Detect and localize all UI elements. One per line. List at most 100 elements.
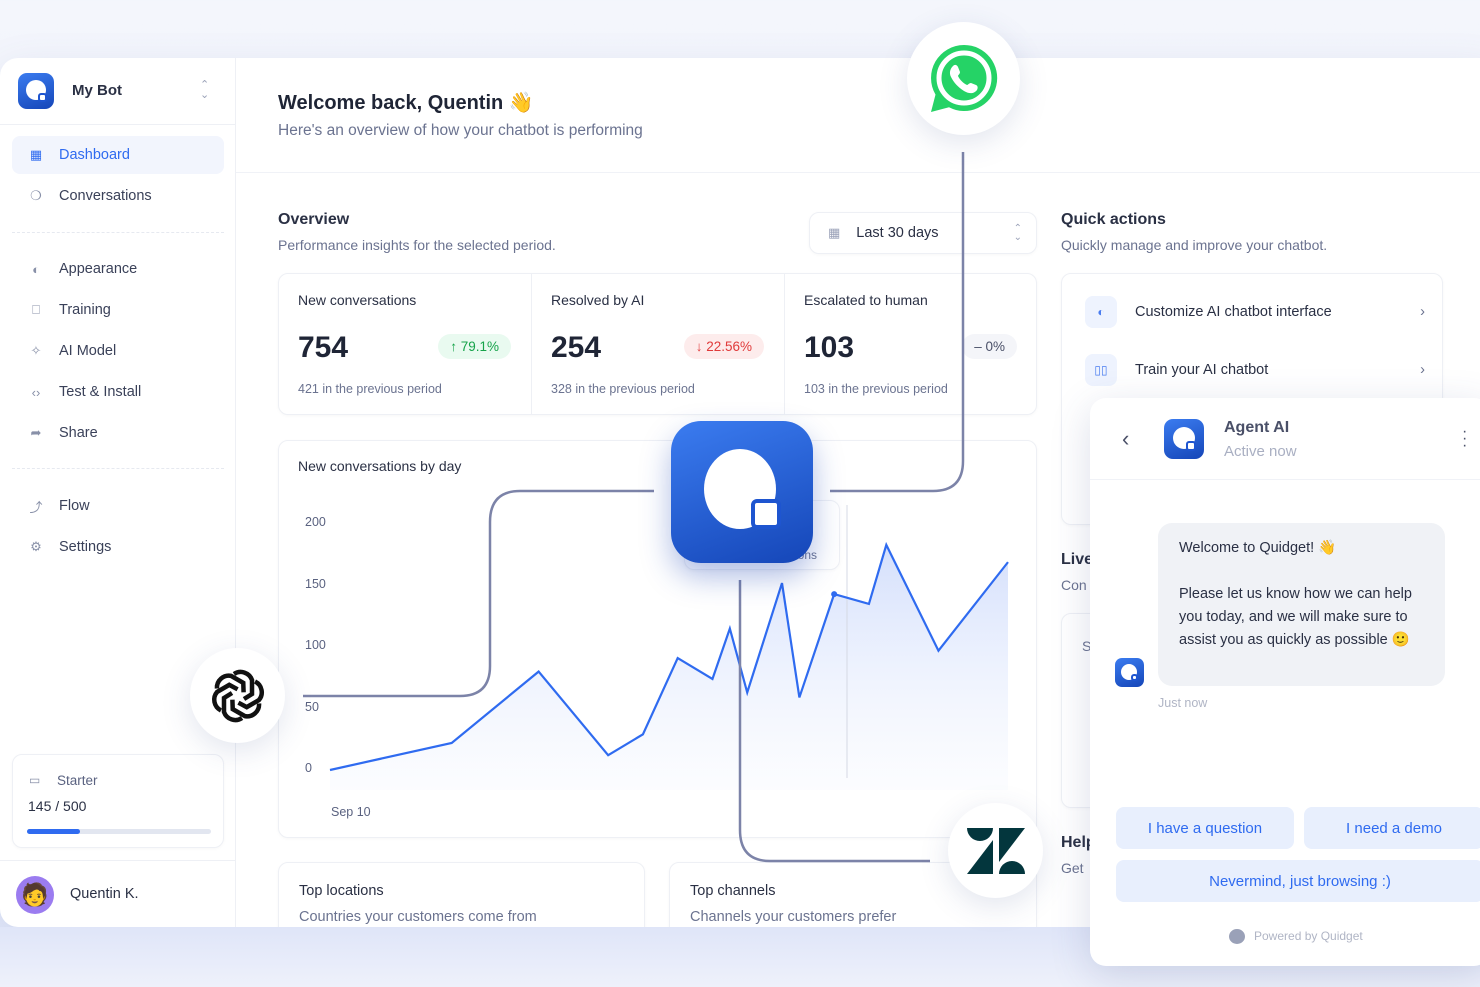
sidebar-item-ai-model[interactable]: ✧ AI Model	[12, 332, 224, 370]
sidebar-item-settings[interactable]: ⚙ Settings	[12, 528, 224, 566]
sidebar-item-label: Share	[59, 425, 98, 441]
sidebar-item-label: Conversations	[59, 188, 152, 204]
palette-icon: ◐	[32, 261, 40, 277]
more-options-icon[interactable]: · · ·	[1462, 423, 1468, 454]
powered-by[interactable]: Powered by Quidget	[1254, 929, 1363, 943]
series-line	[329, 541, 1009, 772]
code-icon: ‹›	[31, 384, 41, 400]
sidebar-item-conversations[interactable]: ❍ Conversations	[12, 177, 224, 215]
sidebar-item-label: Dashboard	[59, 147, 130, 163]
y-tick-label: 150	[305, 576, 326, 591]
overview-title: Overview	[278, 211, 350, 228]
page-subtitle: Here's an overview of how your chatbot i…	[278, 122, 643, 139]
palette-icon: ◐	[1085, 296, 1117, 328]
plan-name: Starter	[57, 773, 98, 788]
stat-resolved-by-ai: Resolved by AI 254 ↓ 22.56% 328 in the prev…	[531, 273, 784, 415]
page-title: Welcome back, Quentin 👋	[278, 92, 534, 114]
bot-logo	[18, 73, 54, 109]
grid-icon: ▦	[29, 147, 43, 162]
sidebar-item-appearance[interactable]: ◐ Appearance	[12, 250, 224, 288]
stat-value: 103	[804, 331, 855, 364]
quick-action-customize[interactable]: ◐ Customize AI chatbot interface ›	[1085, 296, 1425, 328]
message-body: Please let us know how we can help you t…	[1179, 586, 1412, 648]
user-name[interactable]: Quentin K.	[70, 886, 139, 902]
quick-action-train[interactable]: ▯▯ Train your AI chatbot ›	[1085, 354, 1425, 386]
card-title: Top channels	[690, 883, 776, 899]
avatar[interactable]: 🧑	[16, 876, 54, 914]
y-tick-label: 100	[305, 638, 326, 652]
period-value: Last 30 days	[856, 225, 939, 241]
divider	[1090, 479, 1480, 480]
sidebar-item-flow[interactable]: ⤴ Flow	[12, 487, 224, 525]
quidget-logo	[671, 421, 813, 563]
quick-action-label: Customize AI chatbot interface	[1135, 304, 1332, 320]
sidebar-item-training[interactable]: ⎕ Training	[12, 291, 224, 329]
credit-card-icon: ▭	[29, 773, 41, 787]
plan-card[interactable]: ▭ Starter 145 / 500	[12, 754, 224, 848]
option-browsing-button[interactable]: Nevermind, just browsing :)	[1116, 860, 1480, 902]
stat-previous: 328 in the previous period	[551, 382, 695, 396]
stat-value: 754	[298, 331, 349, 364]
sidebar-item-share[interactable]: ➦ Share	[12, 414, 224, 452]
connector-openai	[303, 489, 654, 698]
whatsapp-icon	[907, 22, 1020, 135]
chat-bubbles-icon: ❍	[30, 188, 42, 203]
book-icon: ▯▯	[1085, 354, 1117, 386]
agent-name: Agent AI	[1224, 419, 1290, 436]
stat-value: 254	[551, 331, 602, 364]
sparkle-icon: ✧	[30, 343, 42, 358]
share-icon: ➦	[30, 425, 42, 440]
nav-divider	[12, 468, 224, 469]
change-badge: ↑ 79.1%	[438, 334, 511, 359]
chevron-right-icon: ›	[1420, 304, 1425, 320]
nav-divider	[12, 232, 224, 233]
live-card-text: S	[1082, 638, 1092, 654]
bot-avatar	[1115, 658, 1144, 687]
connector-whatsapp	[830, 152, 965, 493]
option-question-button[interactable]: I have a question	[1116, 807, 1294, 849]
divider	[236, 172, 1480, 173]
x-tick-label: Sep 10	[331, 805, 371, 819]
stat-label: New conversations	[298, 292, 417, 308]
data-point[interactable]	[831, 591, 838, 598]
sidebar-item-label: Settings	[59, 539, 112, 555]
option-demo-button[interactable]: I need a demo	[1304, 807, 1480, 849]
chart-title: New conversations by day	[298, 458, 462, 474]
period-select[interactable]: ▦ Last 30 days ⌃ ⌄	[809, 212, 1037, 254]
area-fill	[330, 544, 1008, 790]
quick-action-label: Train your AI chatbot	[1135, 362, 1269, 378]
message-greeting: Welcome to Quidget! 👋	[1179, 540, 1337, 556]
agent-avatar	[1164, 419, 1204, 459]
bot-switcher-icon[interactable]: ⌃ ⌄	[200, 79, 210, 101]
live-section-title: Live	[1061, 551, 1094, 568]
sidebar-item-dashboard[interactable]: ▦ Dashboard	[12, 136, 224, 174]
y-tick-label: 50	[305, 699, 319, 714]
change-badge: – 0%	[962, 334, 1017, 359]
stat-new-conversations: New conversations 754 ↑ 79.1% 421 in the pr…	[278, 273, 531, 415]
stat-escalated-to-human: Escalated to human 103 – 0% 103 in the prev…	[784, 273, 1037, 415]
sidebar-item-label: Appearance	[59, 261, 138, 277]
y-tick-label: 200	[305, 515, 326, 529]
card-subtitle: Channels your customers prefer	[690, 909, 897, 925]
sidebar-item-label: AI Model	[59, 343, 117, 359]
openai-icon	[190, 648, 285, 743]
stat-previous: 421 in the previous period	[298, 382, 442, 396]
sidebar-item-label: Training	[59, 302, 111, 318]
stat-divider	[531, 274, 532, 414]
usage-bar-fill	[27, 829, 81, 834]
sidebar	[0, 58, 236, 927]
back-icon[interactable]: ‹	[1122, 426, 1130, 451]
book-icon: ⎕	[32, 302, 40, 317]
sidebar-item-test-install[interactable]: ‹› Test & Install	[12, 373, 224, 411]
calendar-icon: ▦	[828, 225, 841, 240]
card-subtitle: Countries your customers come from	[299, 909, 537, 925]
stats-card	[278, 273, 1037, 415]
y-tick-label: 0	[305, 761, 312, 775]
card-title: Top locations	[299, 883, 384, 899]
gear-icon: ⚙	[30, 539, 42, 554]
bot-message: Welcome to Quidget! 👋 Please let us know…	[1158, 523, 1445, 686]
message-time: Just now	[1158, 696, 1208, 710]
overview-subtitle: Performance insights for the selected pe…	[278, 237, 556, 253]
